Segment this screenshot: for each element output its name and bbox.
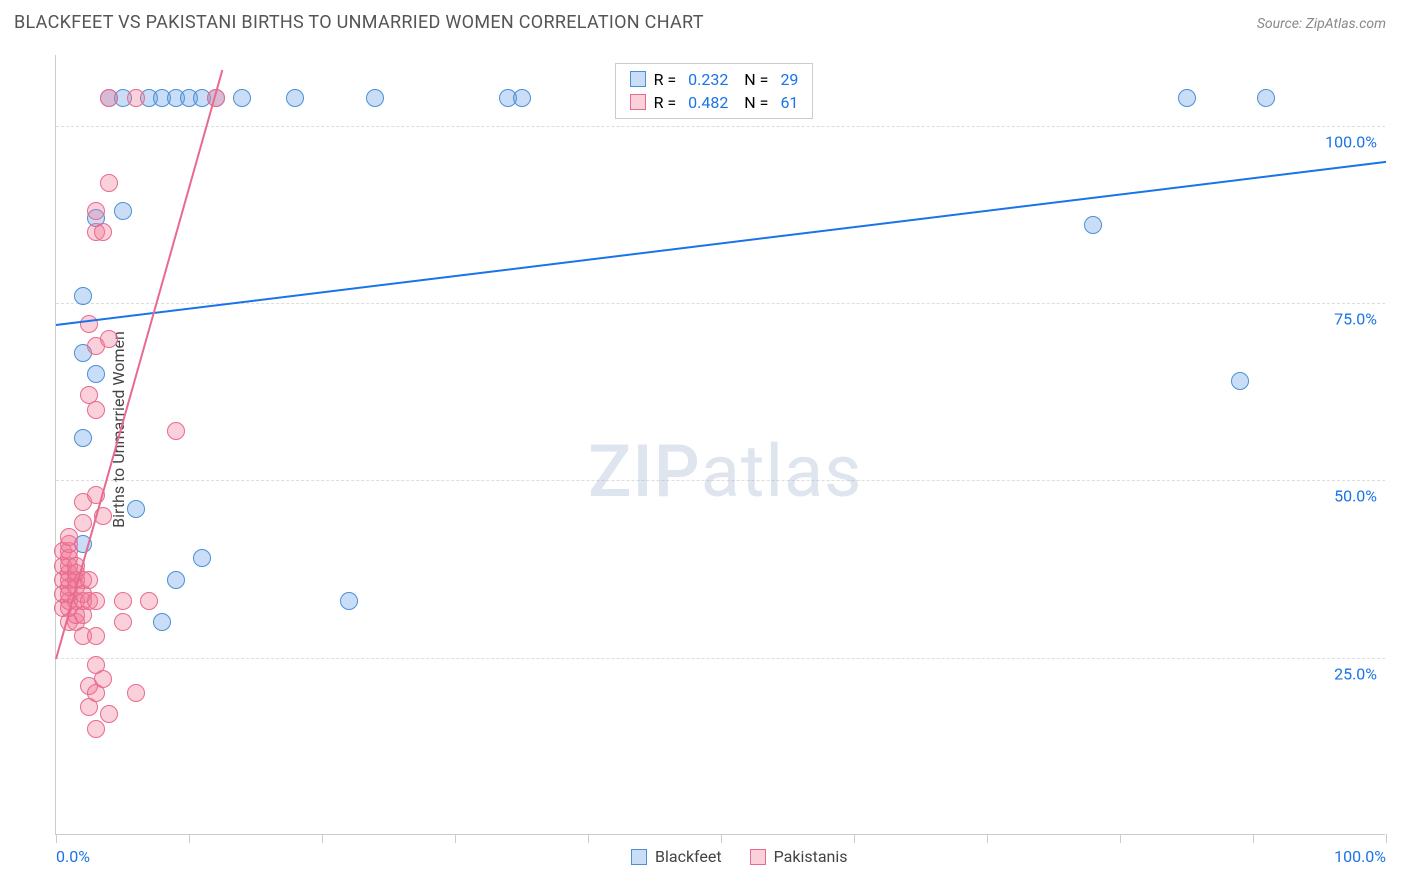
legend-swatch (630, 94, 646, 110)
y-tick-label: 50.0% (1334, 487, 1377, 506)
data-point (366, 89, 384, 107)
y-tick-label: 100.0% (1325, 132, 1377, 151)
trend-line (55, 70, 223, 659)
data-point (1257, 89, 1275, 107)
gridline-h (56, 658, 1385, 659)
stats-legend-row: R = 0.232 N = 29 (630, 68, 799, 91)
x-tick-label-left: 0.0% (56, 847, 90, 866)
data-point (193, 549, 211, 567)
data-point (74, 514, 92, 532)
x-tick-label-right: 100.0% (1334, 847, 1386, 866)
x-tick (721, 834, 722, 843)
x-tick (987, 834, 988, 843)
gridline-h (56, 126, 1385, 127)
x-tick (1253, 834, 1254, 843)
data-point (286, 89, 304, 107)
data-point (114, 613, 132, 631)
stat-r-value: 0.482 (688, 93, 728, 112)
legend-swatch (630, 71, 646, 87)
data-point (140, 592, 158, 610)
data-point (167, 571, 185, 589)
plot-area: 25.0%50.0%75.0%100.0%0.0%100.0%ZIPatlasR… (55, 55, 1385, 835)
stat-r-value: 0.232 (688, 70, 728, 89)
chart-header: BLACKFEET VS PAKISTANI BIRTHS TO UNMARRI… (0, 0, 1406, 41)
data-point (74, 429, 92, 447)
series-legend-item: Pakistanis (750, 847, 848, 866)
data-point (340, 592, 358, 610)
data-point (167, 422, 185, 440)
gridline-h (56, 480, 1385, 481)
data-point (1178, 89, 1196, 107)
stats-legend: R = 0.232 N = 29R = 0.482 N = 61 (615, 63, 814, 119)
data-point (80, 571, 98, 589)
watermark: ZIPatlas (588, 429, 862, 514)
data-point (1231, 372, 1249, 390)
trend-line (56, 161, 1386, 326)
x-tick (189, 834, 190, 843)
chart-title: BLACKFEET VS PAKISTANI BIRTHS TO UNMARRI… (14, 12, 704, 33)
y-tick-label: 75.0% (1334, 310, 1377, 329)
data-point (87, 401, 105, 419)
chart-source: Source: ZipAtlas.com (1257, 16, 1386, 32)
x-tick (854, 834, 855, 843)
stat-n-value: 29 (780, 70, 798, 89)
data-point (100, 330, 118, 348)
legend-swatch (631, 849, 647, 865)
data-point (233, 89, 251, 107)
y-tick-label: 25.0% (1334, 664, 1377, 683)
data-point (74, 287, 92, 305)
data-point (100, 89, 118, 107)
series-legend: Blackfeet Pakistanis (631, 847, 848, 866)
data-point (114, 592, 132, 610)
stat-n-value: 61 (780, 93, 798, 112)
data-point (87, 202, 105, 220)
stats-legend-row: R = 0.482 N = 61 (630, 91, 799, 114)
x-tick (455, 834, 456, 843)
stat-label: R = (654, 93, 681, 112)
data-point (87, 720, 105, 738)
x-tick (322, 834, 323, 843)
data-point (94, 223, 112, 241)
data-point (153, 613, 171, 631)
data-point (127, 500, 145, 518)
x-tick (1120, 834, 1121, 843)
chart-container: 25.0%50.0%75.0%100.0%0.0%100.0%ZIPatlasR… (55, 55, 1385, 835)
stat-label: N = (736, 93, 772, 112)
series-legend-item: Blackfeet (631, 847, 722, 866)
data-point (87, 627, 105, 645)
data-point (1084, 216, 1102, 234)
data-point (127, 684, 145, 702)
legend-swatch (750, 849, 766, 865)
series-name: Pakistanis (774, 847, 848, 866)
data-point (100, 705, 118, 723)
data-point (87, 592, 105, 610)
stat-label: N = (736, 70, 772, 89)
data-point (100, 174, 118, 192)
x-tick (588, 834, 589, 843)
x-tick (1386, 834, 1387, 843)
data-point (87, 365, 105, 383)
gridline-h (56, 303, 1385, 304)
data-point (127, 89, 145, 107)
data-point (513, 89, 531, 107)
stat-label: R = (654, 70, 681, 89)
x-tick (56, 834, 57, 843)
data-point (94, 670, 112, 688)
data-point (114, 202, 132, 220)
data-point (60, 528, 78, 546)
series-name: Blackfeet (655, 847, 722, 866)
